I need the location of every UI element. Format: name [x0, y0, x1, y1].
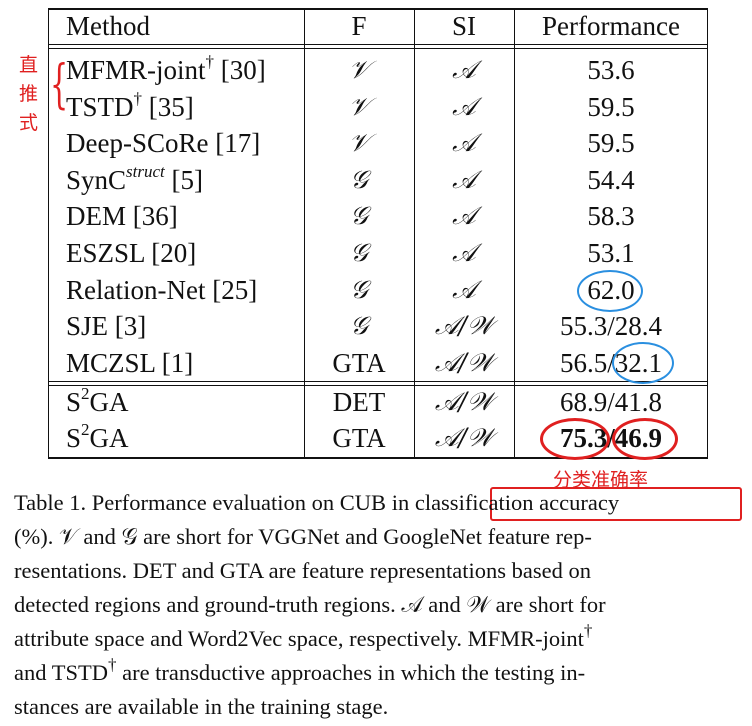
blue-circle-mczsl [612, 342, 674, 384]
feature-cell: 𝒢 [350, 275, 368, 304]
header-bottom-rule [48, 44, 708, 46]
performance-cell: 56.5/32.1 [559, 348, 662, 378]
column-divider-si-performance [514, 8, 516, 459]
feature-cell: 𝒢 [350, 165, 368, 194]
feature-cell: 𝒱 [348, 128, 370, 157]
caption-line-4: detected regions and ground-truth region… [14, 592, 606, 617]
feature-cell: GTA [332, 423, 386, 453]
table-left-border [48, 8, 50, 459]
caption-line-7: stances are available in the training st… [14, 694, 389, 719]
method-cell: DEM [36] [66, 201, 178, 231]
method-s2ga: S2GA [66, 420, 129, 453]
annotation-classification-accuracy: 分类准确率 [553, 469, 649, 491]
semantic-info-cell: 𝒜 [452, 165, 476, 194]
red-left-brace: { [50, 55, 69, 115]
performance-cell: 54.4 [587, 165, 635, 195]
red-circle-75-3 [540, 418, 610, 460]
column-divider-f-si [414, 8, 416, 459]
semantic-info-cell: 𝒜 [452, 201, 476, 230]
blue-circle-relation-net [577, 270, 643, 312]
method-cell: Deep-SCoRe [17] [66, 128, 261, 158]
semantic-info-cell: 𝒜 [452, 238, 476, 267]
caption-line-2: (%). 𝒱 and 𝒢 are short for VGGNet and Go… [14, 524, 592, 549]
method-cell: TSTD† [35] [66, 89, 194, 122]
table-right-border [707, 8, 709, 459]
annotation-char-1: 直 [19, 54, 39, 76]
performance-cell: 58.3 [587, 201, 635, 231]
column-divider-method-f [304, 8, 306, 459]
feature-cell: 𝒱 [348, 92, 370, 121]
caption-line-1: Table 1. Performance evaluation on CUB i… [14, 490, 620, 515]
performance-cell: 53.1 [587, 238, 635, 268]
method-cell: SynCstruct [5] [66, 162, 203, 195]
semantic-info-cell: 𝒜 [452, 275, 476, 304]
semantic-info-cell: 𝒜/𝒲 [434, 423, 494, 452]
header-performance: Performance [542, 11, 680, 41]
method-cell: SJE [3] [66, 311, 147, 341]
semantic-info-cell: 𝒜 [452, 128, 476, 157]
semantic-info-cell: 𝒜/𝒲 [434, 311, 494, 340]
feature-cell: 𝒱 [348, 55, 370, 84]
feature-cell: 𝒢 [350, 311, 368, 340]
semantic-info-cell: 𝒜 [452, 55, 476, 84]
red-circle-46-9 [612, 418, 678, 460]
caption-line-3: resentations. DET and GTA are feature re… [14, 558, 591, 583]
performance-cell: 55.3/28.4 [559, 311, 662, 341]
caption-line-5: attribute space and Word2Vec space, resp… [14, 620, 593, 652]
semantic-info-cell: 𝒜/𝒲 [434, 387, 494, 416]
ours-separator-rule [48, 381, 708, 383]
semantic-info-cell: 𝒜/𝒲 [434, 348, 494, 377]
header-method: Method [66, 11, 150, 41]
table-top-rule [48, 8, 708, 10]
caption-highlight-box [490, 487, 742, 521]
performance-cell: 59.5 [587, 92, 635, 122]
performance-cell: 59.5 [587, 128, 635, 158]
performance-cell: 68.9/41.8 [559, 387, 662, 417]
performance-cell: 53.6 [587, 55, 635, 85]
caption-highlight: classification accuracy [414, 490, 620, 515]
feature-cell: 𝒢 [350, 238, 368, 267]
table-bottom-rule [48, 457, 708, 459]
annotation-char-3: 式 [19, 112, 39, 134]
header-semantic-info: SI [451, 11, 476, 41]
header-feature: F [351, 11, 367, 41]
method-cell: MCZSL [1] [66, 348, 194, 378]
ours-separator-rule-2 [48, 385, 708, 387]
method-s2ga: S2GA [66, 384, 129, 417]
feature-cell: 𝒢 [350, 201, 368, 230]
semantic-info-cell: 𝒜 [452, 92, 476, 121]
annotation-char-2: 推 [19, 83, 39, 105]
feature-cell: DET [332, 387, 386, 417]
caption-line-6: and TSTD† are transductive approaches in… [14, 654, 586, 686]
header-bottom-rule-2 [48, 48, 708, 50]
method-cell: ESZSL [20] [66, 238, 197, 268]
feature-cell: GTA [332, 348, 386, 378]
method-cell: MFMR-joint† [30] [66, 52, 266, 85]
method-cell: Relation-Net [25] [66, 275, 258, 305]
